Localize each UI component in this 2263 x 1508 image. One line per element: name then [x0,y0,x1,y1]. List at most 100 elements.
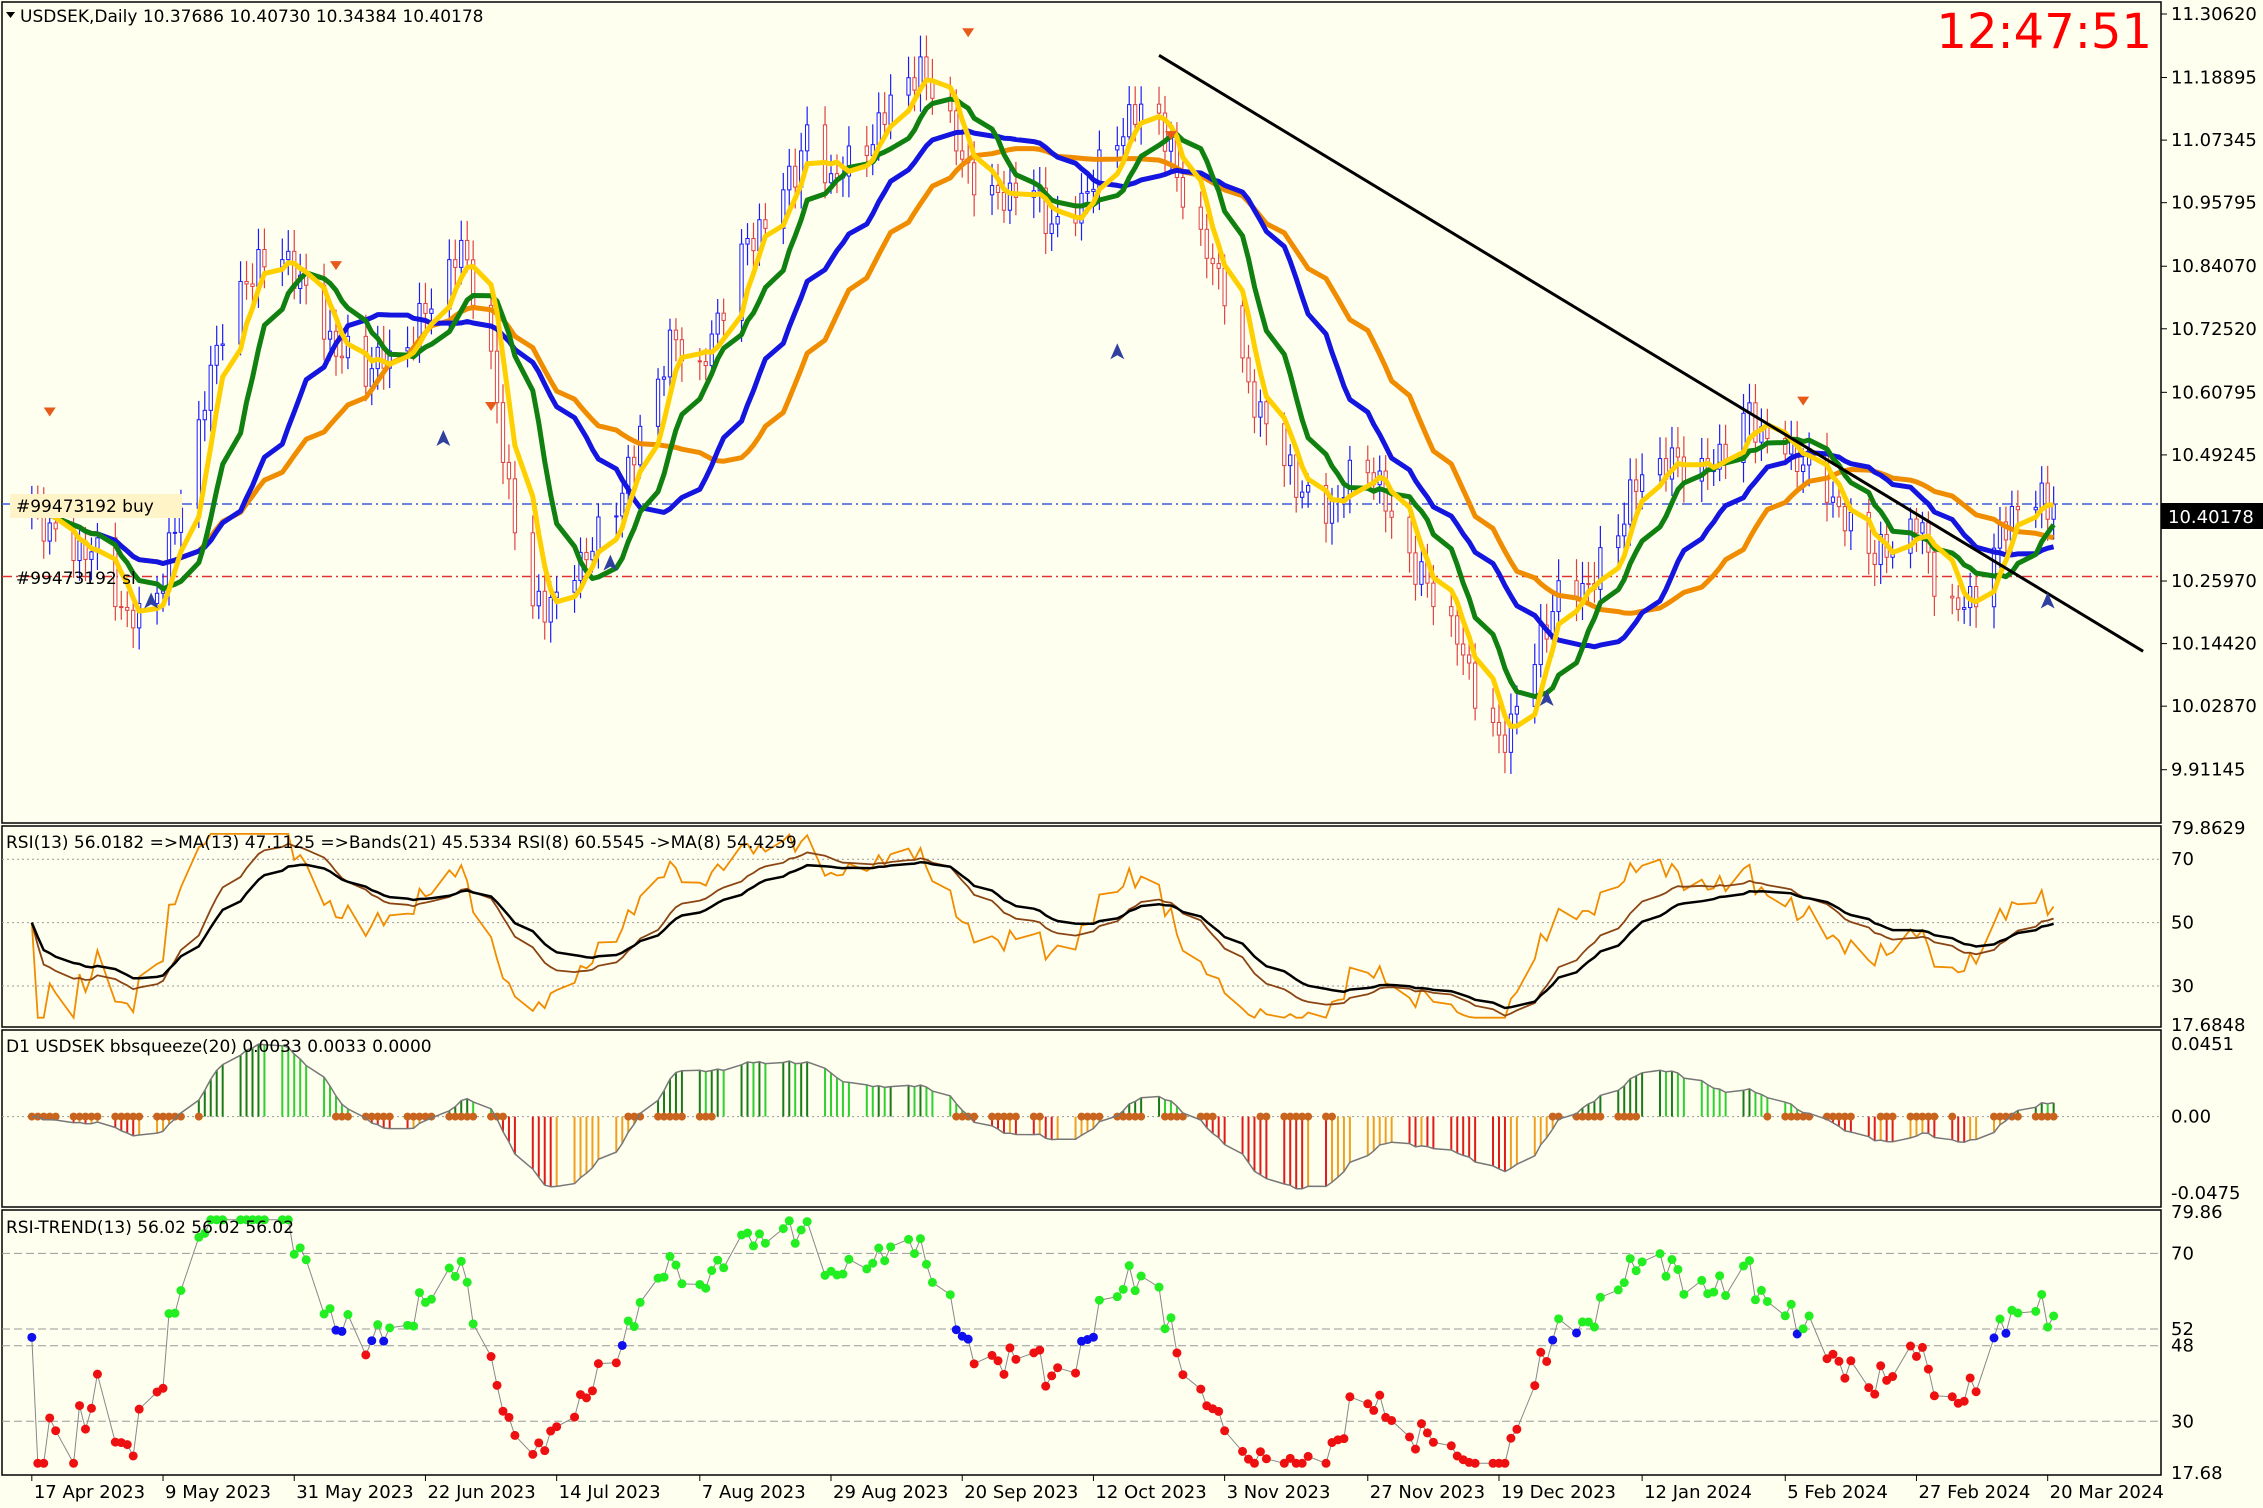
rsi-trend-dot [1673,1264,1683,1274]
buy-arrow-icon [1110,343,1125,360]
rsi-trend-dot [617,1340,627,1350]
price-tick-label: 10.02870 [2171,696,2257,717]
rsi-trend-dot [1637,1257,1647,1267]
rsi-trend-dot [1661,1271,1671,1281]
rsi-trend-dot [1035,1345,1045,1355]
bbs-tick-label: 0.00 [2171,1107,2211,1128]
rsi-trend-dot [1118,1284,1128,1294]
rsi-trend-dot [1011,1354,1021,1364]
axis-labels: 11.30620 11.18895 11.07345 10.95795 10.84070… [31,4,2257,1503]
candle-body [793,165,798,188]
rsi-tick-label: 50 [2171,913,2194,934]
candle-body [131,609,136,629]
candle-body [1365,459,1370,474]
rsi-trend-dot [1667,1255,1677,1265]
rsi-trend-dot [540,1446,550,1456]
candle-body [77,540,82,562]
candle-body [2045,482,2050,520]
squeeze-dot [421,1112,430,1121]
order-label-sl[interactable]: #99473192 sl [16,569,136,589]
candle-body [1449,606,1454,617]
candle-body [1300,491,1305,498]
rsi-trend-dot [1709,1287,1719,1297]
candle-body [1639,474,1645,492]
candle-body [673,329,679,341]
server-clock: 12:47:51 [1936,4,2152,60]
rsi-trend-dot [1780,1311,1790,1321]
rsi-trend-dot [1249,1458,1259,1468]
rsi-trend-dot [963,1334,973,1344]
rsi-trend-dot [1071,1368,1081,1378]
candle-body [1001,191,1007,211]
rsi-trend-dot [838,1269,848,1279]
price-tick-label: 11.07345 [2171,130,2257,151]
rsi-trend-dot [1506,1433,1516,1443]
candle-body [1878,533,1883,566]
rsi-trend-dot [1554,1314,1564,1324]
candle-body [160,590,166,594]
current-price-label: 10.40178 [2168,507,2254,528]
candle-body [1085,191,1090,194]
candle-body [542,590,547,623]
rsi-trend-dot [426,1294,436,1304]
rsi-trend-dot [671,1260,681,1270]
rsi-trend-dot [1613,1285,1623,1295]
candle-body [1455,615,1460,645]
rsi-trend-dot [701,1283,711,1293]
rsi-trend-dot [1715,1271,1725,1281]
candle-body [1258,401,1263,418]
rsi-trend-dot [904,1234,914,1244]
candle-body [1699,457,1704,482]
squeeze-dot [1620,1112,1629,1121]
rsi-tick-label: 30 [2171,976,2194,997]
rsi-trend-dot [1047,1371,1057,1381]
buy-arrow-icon [436,429,451,446]
symbol-dropdown-icon[interactable] [6,12,15,18]
rsi-trend-dot [748,1241,758,1251]
rsi-trend-dot [1888,1372,1898,1382]
candle-body [1246,357,1251,383]
rsi-trend-tick-label: 30 [2171,1411,2194,1432]
squeeze-dot [159,1112,168,1121]
rsi-trend-dot [1786,1299,1796,1309]
candle-body [214,344,219,366]
candle-body [536,590,541,607]
rsi-trend-dot [802,1217,812,1227]
signal-arrows [43,28,2055,707]
candle-body [1156,103,1162,114]
rsi-trend-dot [1446,1441,1456,1451]
rsi-tick-label: 70 [2171,849,2194,870]
candle-body [751,237,756,252]
candle-body [1801,464,1806,473]
price-tick-label: 10.84070 [2171,256,2257,277]
rsi-trend-dot [337,1326,347,1336]
candle-body [1461,643,1466,656]
rsi-trend-dot [51,1426,61,1436]
rsi-trend-dot [373,1320,383,1330]
rsi-trend-dot [1619,1278,1629,1288]
order-label-buy[interactable]: #99473192 buy [16,497,154,517]
rsi-trend-dot [1762,1296,1772,1306]
price-tick-label: 10.49245 [2171,445,2257,466]
candle-body [1252,381,1257,418]
time-tick-label: 5 Feb 2024 [1787,1482,1888,1503]
candle-body [763,219,768,229]
candle-body [1282,423,1287,467]
rsi-trend-dot [743,1228,753,1238]
sell-arrow-icon [1164,131,1177,141]
rsi-trend-dot [1995,1314,2005,1324]
candle-body [429,308,434,314]
squeeze-dot [2037,1112,2046,1121]
rsi-trend-dot [1261,1454,1271,1464]
squeeze-dot [1322,1112,1331,1121]
rsi-trend-dot [1589,1322,1599,1332]
rsi-trend-dot [611,1358,621,1368]
candle-body [667,329,673,378]
rsi-trend-dot [587,1386,597,1396]
rsi-trend-dot [1416,1419,1426,1429]
squeeze-dot [1208,1112,1217,1121]
rsi-trend-dot [1196,1384,1206,1394]
candle-body [202,409,207,421]
candle-body [2015,505,2021,511]
